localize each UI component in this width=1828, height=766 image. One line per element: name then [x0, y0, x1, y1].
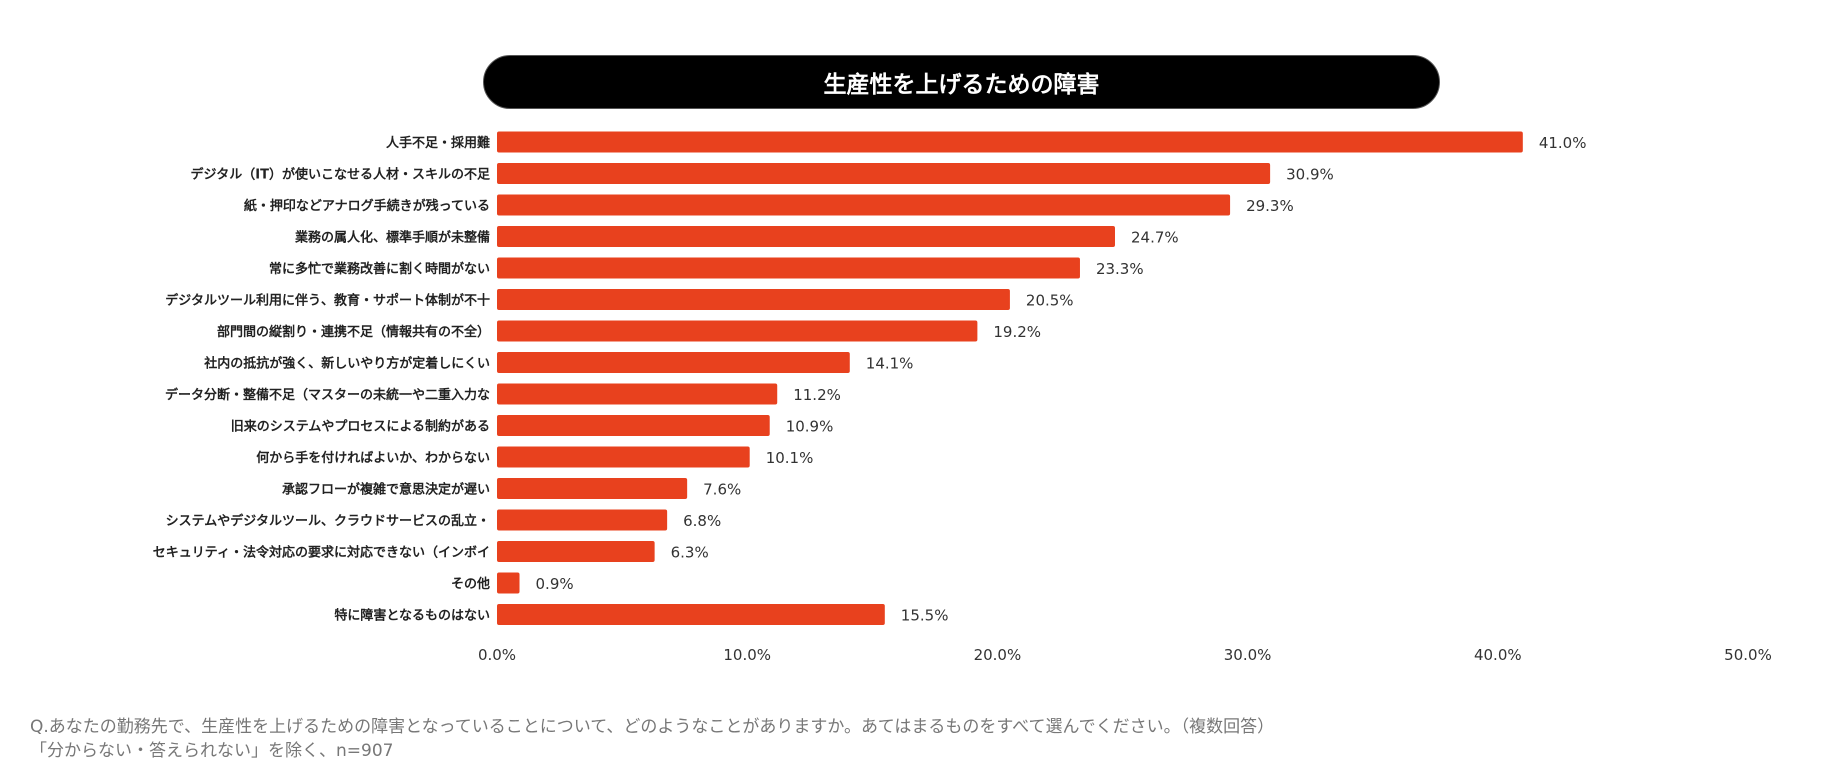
x-tick-label: 40.0%: [1474, 646, 1522, 664]
category-label: 何から手を付ければよいか、わからない: [256, 450, 490, 466]
category-label: デジタル（IT）が使いこなせる人材・スキルの不足: [191, 167, 491, 183]
value-label: 11.2%: [793, 386, 841, 404]
category-label: 旧来のシステムやプロセスによる制約がある: [231, 419, 490, 435]
value-label: 41.0%: [1539, 134, 1587, 152]
value-label: 29.3%: [1246, 197, 1294, 215]
bar: [497, 163, 1271, 184]
category-label: システムやデジタルツール、クラウドサービスの乱立・: [166, 513, 490, 529]
value-label: 20.5%: [1026, 292, 1074, 310]
footnote-sample: 「分からない・答えられない」を除く、n=907: [30, 741, 394, 761]
bar: [497, 289, 1010, 310]
category-label: セキュリティ・法令対応の要求に対応できない（インボイ: [153, 545, 490, 561]
bar: [497, 446, 750, 468]
category-label: 常に多忙で業務改善に割く時間がない: [269, 261, 490, 277]
value-label: 7.6%: [703, 481, 741, 499]
chart-title: 生産性を上げるための障害: [483, 55, 1440, 109]
value-label: 10.1%: [766, 449, 814, 467]
bar: [497, 194, 1231, 216]
value-label: 0.9%: [536, 575, 574, 593]
category-label: データ分断・整備不足（マスターの未統一や二重入力な: [165, 387, 490, 403]
value-label: 19.2%: [993, 323, 1041, 341]
category-label: 部門間の縦割り・連携不足（情報共有の不全）: [217, 324, 490, 340]
value-label: 6.3%: [671, 544, 709, 562]
value-label: 6.8%: [683, 512, 721, 530]
category-label: その他: [451, 576, 490, 592]
x-tick-label: 30.0%: [1224, 646, 1272, 664]
value-label: 24.7%: [1131, 229, 1179, 247]
value-label: 14.1%: [866, 355, 914, 373]
category-label: 承認フローが複雑で意思決定が遅い: [282, 482, 490, 498]
value-label: 10.9%: [786, 418, 834, 436]
value-label: 15.5%: [901, 607, 949, 625]
bar: [497, 541, 655, 562]
bar: [497, 257, 1080, 279]
category-label: 人手不足・採用難: [386, 135, 490, 151]
bar: [497, 131, 1523, 153]
bar: [497, 478, 688, 499]
category-label: 紙・押印などアナログ手続きが残っている: [244, 198, 490, 214]
x-tick-label: 0.0%: [478, 646, 516, 664]
category-label: 業務の属人化、標準手順が未整備: [294, 230, 490, 246]
bar: [497, 226, 1115, 247]
bar: [497, 509, 668, 531]
value-label: 23.3%: [1096, 260, 1144, 278]
bar: [497, 415, 770, 436]
x-tick-label: 20.0%: [974, 646, 1022, 664]
bar: [497, 572, 520, 594]
x-tick-label: 50.0%: [1724, 646, 1772, 664]
footnote-question: Q.あなたの勤務先で、生産性を上げるための障害となっていることについて、どのよう…: [30, 717, 1275, 737]
category-label: 社内の抵抗が強く、新しいやり方が定着しにくい: [203, 356, 490, 372]
value-label: 30.9%: [1286, 166, 1334, 184]
bar-chart: 人手不足・採用難 41.0% デジタル（IT）が使いこなせる人材・スキルの不足 30.…: [153, 131, 1772, 664]
bar: [497, 383, 778, 405]
bar: [497, 320, 978, 342]
category-label: デジタルツール利用に伴う、教育・サポート体制が不十: [165, 293, 490, 309]
category-label: 特に障害となるものはない: [334, 608, 490, 624]
bar: [497, 604, 885, 625]
x-tick-label: 10.0%: [723, 646, 771, 664]
bar: [497, 352, 850, 373]
